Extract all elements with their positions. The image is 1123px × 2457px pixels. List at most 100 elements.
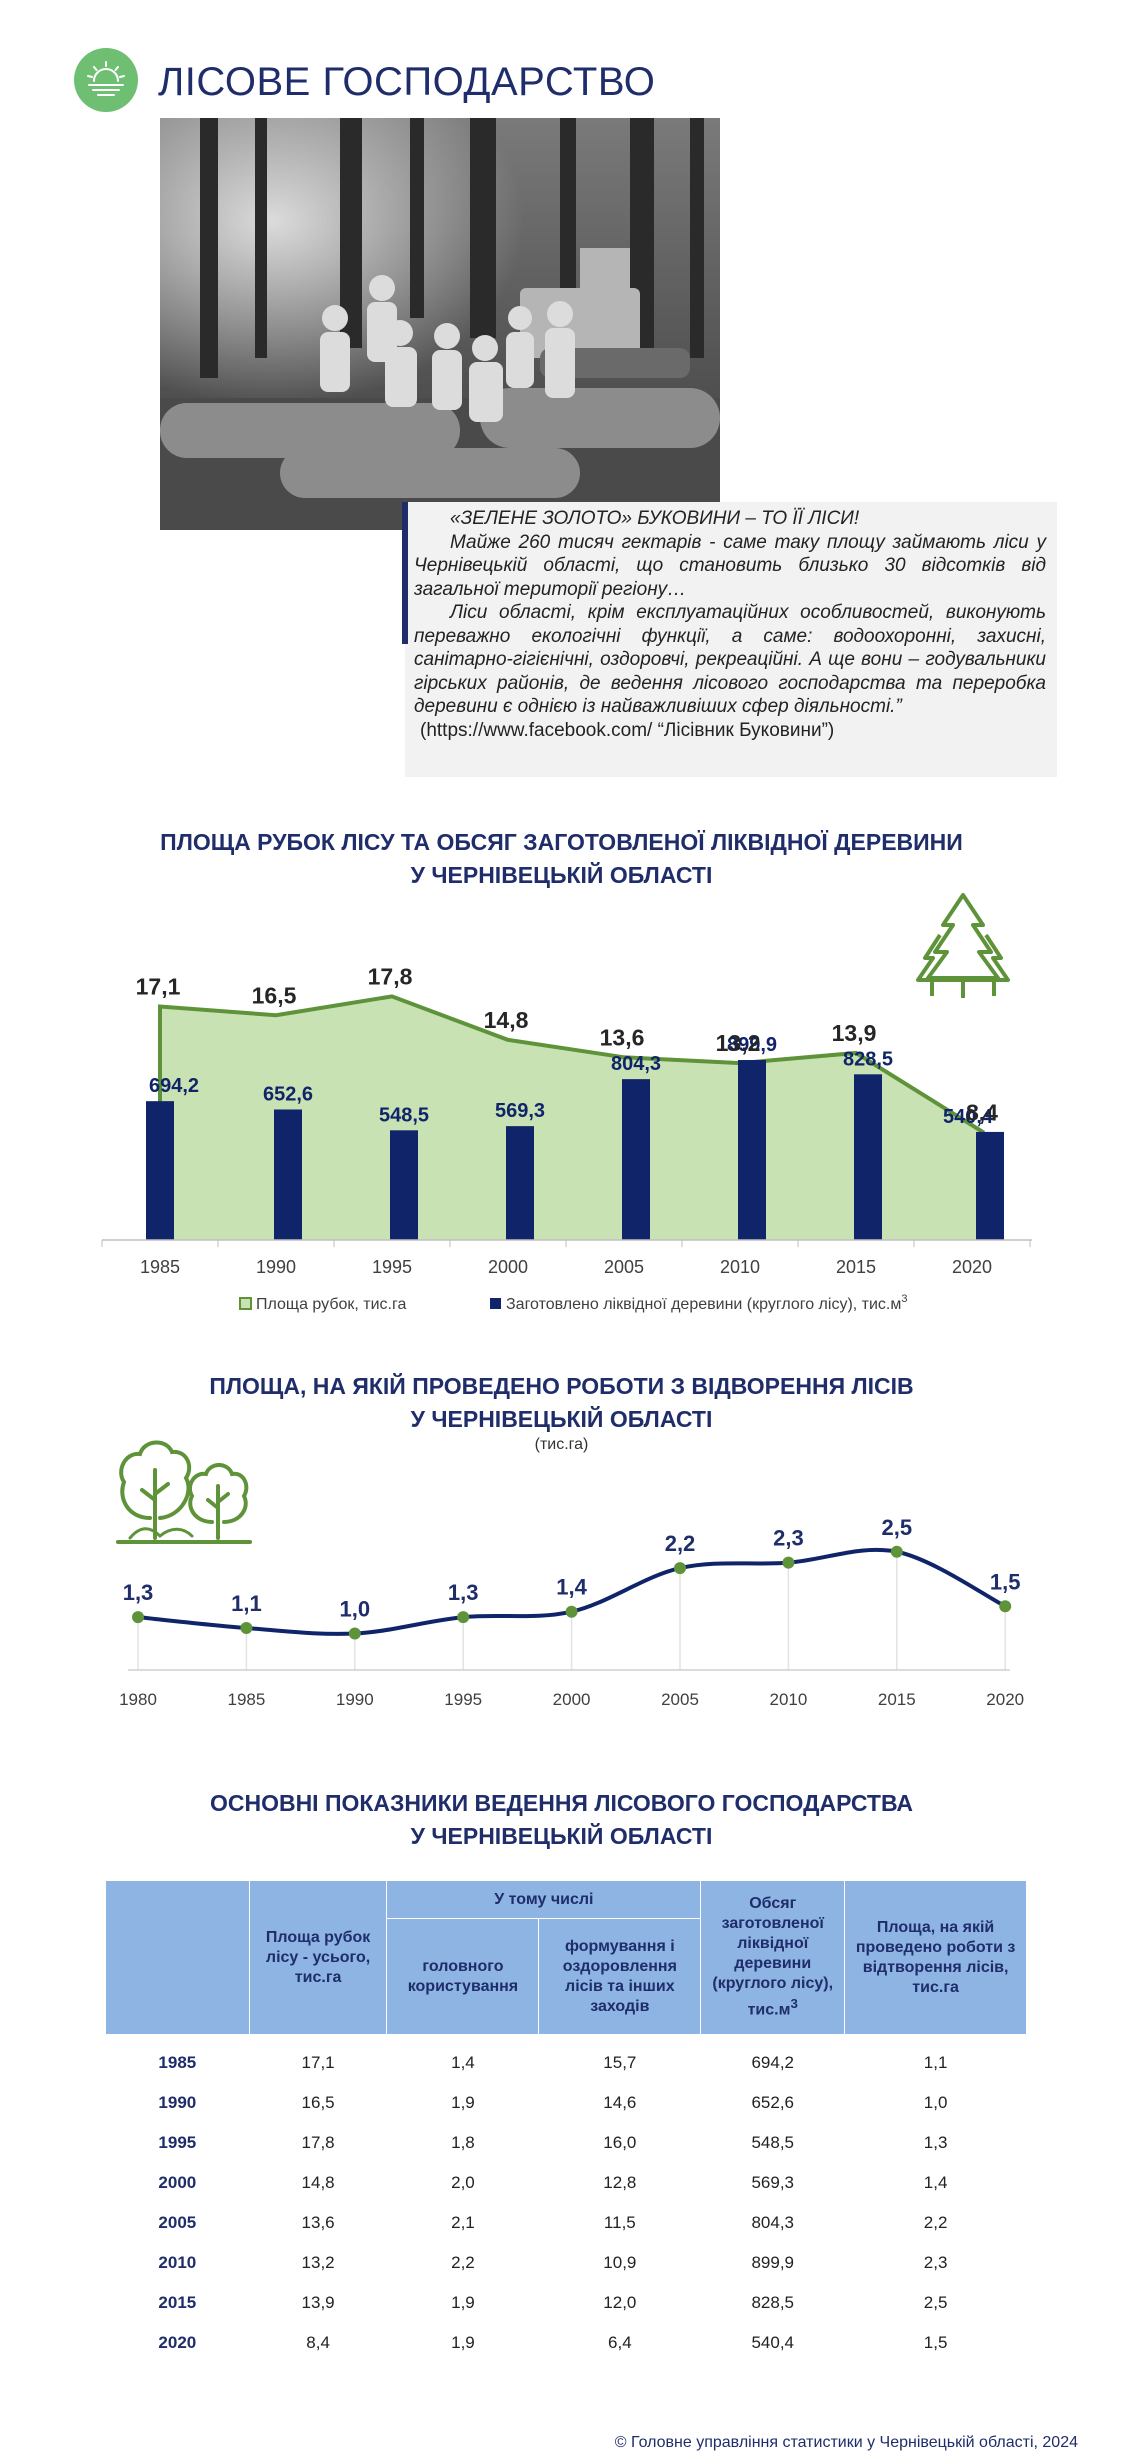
data-point [890, 1545, 903, 1558]
table-cell: 1,8 [451, 2133, 475, 2152]
table-row-year: 2000 [158, 2173, 197, 2192]
table-title: ОСНОВНІ ПОКАЗНИКИ ВЕДЕННЯ ЛІСОВОГО ГОСПО… [0, 1787, 1123, 1853]
x-tick-label: 2005 [661, 1690, 699, 1709]
quote-text: «ЗЕЛЕНЕ ЗОЛОТО» БУКОВИНИ – ТО ЇЇ ЛІСИ! М… [414, 507, 1046, 742]
table-cell: 15,7 [603, 2053, 637, 2072]
x-tick-label: 2020 [986, 1690, 1024, 1709]
table-cell: 13,9 [301, 2293, 335, 2312]
point-value-label: 1,1 [231, 1591, 262, 1616]
table-cell: 14,8 [301, 2173, 335, 2192]
table-cell: 12,8 [603, 2173, 637, 2192]
quote-paragraph-1: Майже 260 тисяч гектарів - саме таку пло… [414, 531, 1046, 600]
x-tick-label: 2015 [836, 1257, 876, 1277]
bar-value-label: 828,5 [843, 1048, 893, 1070]
table-cell: 1,4 [923, 2173, 948, 2192]
table-cell: 899,9 [751, 2253, 794, 2272]
point-value-label: 1,4 [556, 1575, 587, 1600]
table-row: 2000 14,8 2,0 12,8 569,3 1,4 [106, 2163, 1027, 2203]
x-tick-label: 2000 [488, 1257, 528, 1277]
x-tick-label: 2010 [720, 1257, 760, 1277]
x-tick-label: 2020 [952, 1257, 992, 1277]
point-value-label: 2,5 [882, 1515, 913, 1540]
table-cell: 1,5 [923, 2333, 948, 2352]
legend-swatch-bar [490, 1298, 501, 1309]
header-year-cell [105, 1880, 250, 2035]
area-value-label: 13,6 [600, 1024, 645, 1050]
table-cell: 1,9 [451, 2293, 475, 2312]
area-value-label: 13,2 [716, 1030, 761, 1056]
chart2-unit-note: (тис.га) [534, 1436, 589, 1453]
table-row: 2005 13,6 2,1 11,5 804,3 2,2 [106, 2203, 1027, 2243]
table-row-year: 2020 [158, 2333, 197, 2352]
table-row-year: 1985 [158, 2053, 197, 2072]
bar-value-label: 899,9 [727, 1034, 777, 1056]
table-row: 1990 16,5 1,9 14,6 652,6 1,0 [106, 2083, 1027, 2123]
copyright: © Головне управління статистики у Чернів… [614, 2434, 1078, 2451]
header-group: У тому числі [386, 1880, 702, 1919]
table-cell: 13,6 [301, 2213, 335, 2232]
legend-label-bar-sup: 3 [901, 1293, 907, 1305]
chart1-title: ПЛОЩА РУБОК ЛІСУ ТА ОБСЯГ ЗАГОТОВЛЕНОЇ Л… [0, 826, 1123, 892]
table-cell: 1,3 [923, 2133, 948, 2152]
bar-value-label: 548,5 [379, 1104, 429, 1126]
table-row-year: 1995 [158, 2133, 197, 2152]
point-value-label: 2,3 [773, 1526, 804, 1551]
bar [146, 1101, 174, 1240]
data-point [674, 1562, 686, 1575]
x-tick-label: 1980 [119, 1690, 157, 1709]
chart1-title-line1: ПЛОЩА РУБОК ЛІСУ ТА ОБСЯГ ЗАГОТОВЛЕНОЇ Л… [160, 829, 963, 855]
area-value-label: 8,4 [966, 1100, 998, 1126]
bar [854, 1074, 882, 1240]
table-row-year: 2015 [158, 2293, 197, 2312]
table-cell: 569,3 [751, 2173, 794, 2192]
page-title: ЛІСОВЕ ГОСПОДАРСТВО [158, 60, 656, 104]
chart1-area-bar: 694,2 652,6 548,5 569,3 804,3 899,9 828,5 540,4… [101, 893, 1032, 1313]
header-main-use: головного користування [386, 1918, 540, 2035]
x-tick-label: 1995 [372, 1257, 412, 1277]
point-value-label: 1,0 [340, 1597, 371, 1622]
table-cell: 694,2 [751, 2053, 794, 2072]
area-line [158, 994, 986, 1240]
point-value-label: 2,2 [665, 1531, 696, 1556]
bar-value-label: 569,3 [495, 1100, 545, 1122]
legend-label-area: Площа рубок, тис.га [256, 1296, 406, 1313]
area-value-label: 14,8 [484, 1007, 529, 1033]
table-cell: 1,9 [451, 2093, 475, 2112]
table-row-year: 2010 [158, 2253, 197, 2272]
pine-trees-icon [916, 893, 1010, 998]
table-cell: 11,5 [603, 2213, 636, 2232]
table-row-year: 2005 [158, 2213, 197, 2232]
data-point [565, 1605, 578, 1618]
x-tick-label: 2015 [878, 1690, 916, 1709]
chart1-title-line2: У ЧЕРНІВЕЦЬКІЙ ОБЛАСТІ [410, 862, 713, 888]
chart2-title: ПЛОЩА, НА ЯКІЙ ПРОВЕДЕНО РОБОТИ З ВІДВОР… [0, 1370, 1123, 1436]
table-title-line1: ОСНОВНІ ПОКАЗНИКИ ВЕДЕННЯ ЛІСОВОГО ГОСПО… [209, 1790, 914, 1816]
data-point [348, 1627, 361, 1640]
area-value-label: 17,1 [136, 974, 181, 1000]
table-cell: 828,5 [751, 2293, 794, 2312]
table-cell: 2,1 [451, 2213, 475, 2232]
x-tick-label: 2005 [604, 1257, 644, 1277]
x-tick-label: 1985 [227, 1690, 265, 1709]
area-value-label: 16,5 [252, 982, 297, 1008]
bar [976, 1131, 1004, 1240]
table-cell: 16,5 [301, 2093, 335, 2112]
chart2-line: 1,3 1980 1,1 1985 1,0 1990 1,3 1995 1,4 2000 2,2 20… [116, 1440, 1024, 1709]
x-tick-label: 2000 [553, 1690, 591, 1709]
data-point [240, 1622, 253, 1635]
area-fill [160, 996, 984, 1240]
table-cell: 17,1 [301, 2053, 335, 2072]
quote-box [405, 502, 1057, 777]
table-cell: 2,2 [451, 2253, 475, 2272]
table-cell: 804,3 [751, 2213, 794, 2232]
table-cell: 1,1 [923, 2053, 948, 2072]
table-row-year: 1990 [158, 2093, 197, 2112]
bar [738, 1060, 766, 1240]
quote-heading: «ЗЕЛЕНЕ ЗОЛОТО» БУКОВИНИ – ТО ЇЇ ЛІСИ! [450, 508, 860, 529]
sun-over-water-icon [87, 61, 125, 96]
area-value-label: 17,8 [368, 963, 413, 989]
header-formation: формування і оздоровлення лісів та інших… [538, 1918, 702, 2035]
quote-source: (https://www.facebook.com/ “Лісівник Бук… [420, 719, 835, 741]
data-point [457, 1611, 470, 1624]
table-cell: 652,6 [751, 2093, 794, 2112]
